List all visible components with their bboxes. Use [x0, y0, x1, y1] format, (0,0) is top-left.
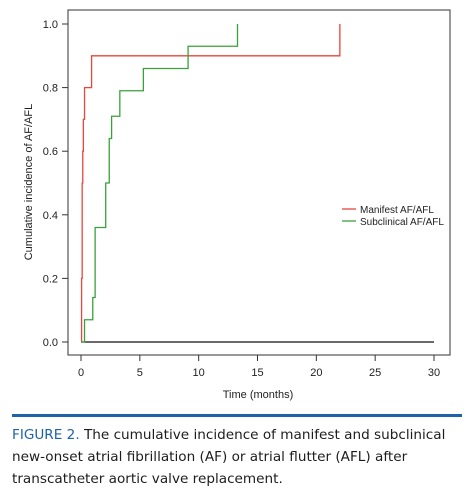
legend-label: Subclinical AF/AFL: [360, 217, 444, 228]
chart-container: 0 5 10 15 20 25 30 0.0 0.2 0.4 0.6 0.8 1.0 Manifest …: [23, 9, 451, 401]
figure-label: FIGURE 2.: [12, 427, 80, 443]
y-tick-label: 1.0: [43, 19, 58, 31]
y-axis-label: Cumulative incidence of AF/AFL: [23, 104, 35, 261]
x-tick-label: 30: [428, 367, 440, 379]
chart-series: [80, 24, 341, 343]
y-tick-label: 0.6: [43, 146, 58, 158]
caption-divider: [12, 414, 462, 417]
y-tick-label: 0.2: [43, 273, 58, 285]
figure-caption: FIGURE 2. The cumulative incidence of ma…: [12, 424, 464, 490]
x-tick-label: 15: [251, 367, 263, 379]
y-tick-label: 0.4: [43, 210, 58, 222]
x-tick-label: 0: [78, 367, 84, 379]
y-tick-label: 0.8: [43, 83, 58, 95]
plot-frame: [67, 9, 451, 356]
y-tick-label: 0.0: [43, 337, 58, 349]
chart-axes: 0 5 10 15 20 25 30 0.0 0.2 0.4 0.6 0.8 1.0: [43, 9, 451, 379]
series-line-manifest: [80, 24, 341, 343]
x-tick-label: 25: [369, 367, 381, 379]
legend-label: Manifest AF/AFL: [360, 205, 434, 216]
x-axis-label: Time (months): [223, 389, 294, 401]
cumulative-incidence-chart: 0 5 10 15 20 25 30 0.0 0.2 0.4 0.6 0.8 1.0 Manifest …: [23, 9, 451, 401]
caption-text: The cumulative incidence of manifest and…: [12, 427, 446, 487]
x-tick-label: 5: [137, 367, 143, 379]
series-line-subclinical: [81, 24, 239, 343]
x-tick-label: 20: [310, 367, 322, 379]
x-tick-label: 10: [193, 367, 205, 379]
